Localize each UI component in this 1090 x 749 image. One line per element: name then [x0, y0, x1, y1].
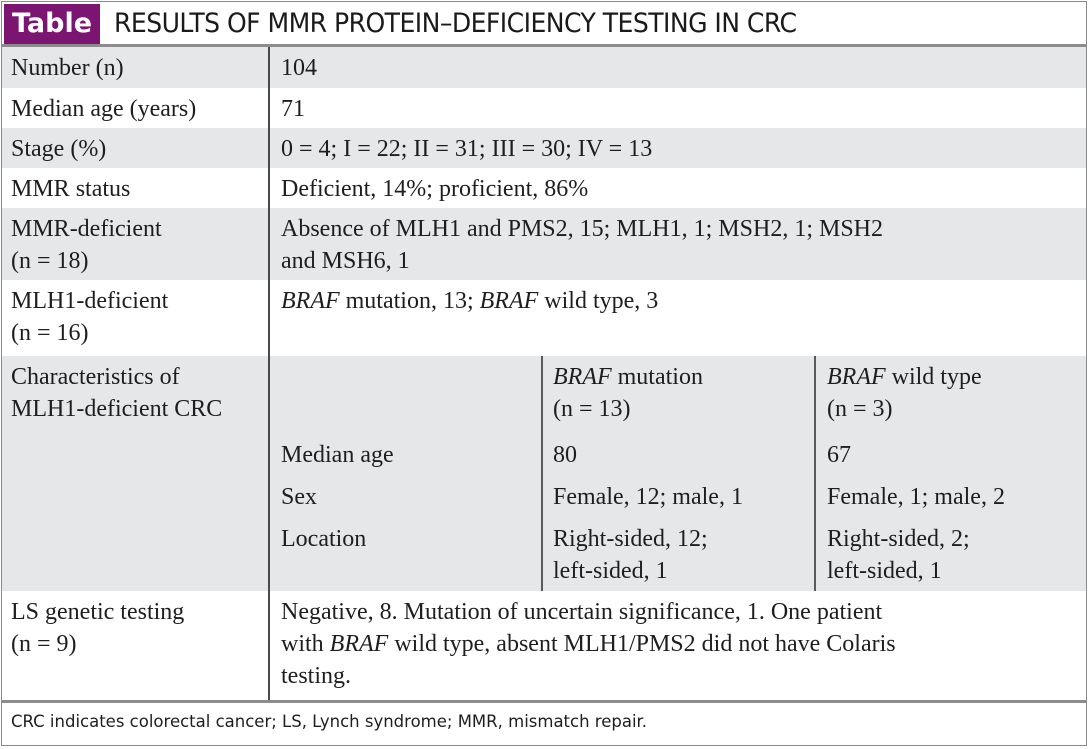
column-divider: [541, 356, 543, 591]
subrow-value: Right-sided, 12; left-sided, 1: [553, 523, 708, 587]
row-label: Characteristics of MLH1-deficient CRC: [11, 361, 222, 425]
row-value: 71: [281, 96, 305, 122]
table-row: LS genetic testing (n = 9) Negative, 8. …: [2, 591, 1086, 700]
column-divider: [268, 47, 270, 701]
row-label: MMR status: [11, 176, 131, 202]
table-row: Number (n) 104: [2, 47, 1086, 88]
row-value-line: Absence of MLH1 and PMS2, 15; MLH1, 1; M…: [281, 216, 884, 242]
subrow-value-line: left-sided, 1: [553, 558, 668, 584]
row-value-text: wild type, 3: [538, 288, 659, 314]
column-header-braf-wild-type: BRAF wild type (n = 3): [827, 361, 982, 425]
subrow-label: Location: [281, 526, 367, 552]
subrow-value: Right-sided, 2; left-sided, 1: [827, 523, 970, 587]
subrow-label: Sex: [281, 484, 317, 510]
row-label: Stage (%): [11, 136, 107, 162]
column-divider: [814, 356, 816, 591]
row-value: 104: [281, 55, 317, 81]
subrow-value: Female, 1; male, 2: [827, 484, 1005, 510]
gene-name: BRAF: [553, 364, 612, 390]
row-label-line: (n = 9): [11, 631, 77, 657]
subrow-value: Female, 12; male, 1: [553, 484, 743, 510]
column-header-braf-mutation: BRAF mutation (n = 13): [553, 361, 703, 425]
row-label-line: Characteristics of: [11, 364, 180, 390]
subrow-value: 67: [827, 442, 851, 468]
row-value-line: Negative, 8. Mutation of uncertain signi…: [281, 599, 883, 625]
row-value: BRAF mutation, 13; BRAF wild type, 3: [281, 285, 658, 317]
table-header: Table RESULTS OF MMR PROTEIN–DEFICIENCY …: [2, 2, 1086, 47]
row-value-text: wild type, absent MLH1/PMS2 did not have…: [388, 631, 896, 657]
row-label-line: MLH1-deficient CRC: [11, 396, 223, 422]
gene-name: BRAF: [281, 288, 340, 314]
row-label-line: LS genetic testing: [11, 599, 185, 625]
row-value-line: and MSH6, 1: [281, 248, 410, 274]
row-value-line: with BRAF wild type, absent MLH1/PMS2 di…: [281, 628, 896, 660]
row-value: 0 = 4; I = 22; II = 31; III = 30; IV = 1…: [281, 136, 653, 162]
table-row: Median age (years) 71: [2, 88, 1086, 128]
subrow-value-line: Right-sided, 2;: [827, 526, 970, 552]
row-label-line: (n = 16): [11, 320, 89, 346]
row-label: Number (n): [11, 55, 124, 81]
table-row: MLH1-deficient (n = 16) BRAF mutation, 1…: [2, 280, 1086, 356]
gene-name: BRAF: [329, 631, 389, 657]
column-header-n: (n = 13): [553, 396, 631, 422]
table-row: Stage (%) 0 = 4; I = 22; II = 31; III = …: [2, 128, 1086, 168]
gene-name: BRAF: [827, 364, 886, 390]
row-label: LS genetic testing (n = 9): [11, 596, 184, 660]
row-value: Absence of MLH1 and PMS2, 15; MLH1, 1; M…: [281, 213, 883, 277]
row-value-line: testing.: [281, 663, 351, 689]
subrow-value-line: left-sided, 1: [827, 558, 942, 584]
column-header-text: mutation: [611, 364, 703, 390]
row-value: Negative, 8. Mutation of uncertain signi…: [281, 596, 896, 692]
row-label: Median age (years): [11, 96, 197, 122]
subrow-value: 80: [553, 442, 577, 468]
row-label: MLH1-deficient (n = 16): [11, 285, 168, 349]
table-badge: Table: [4, 4, 100, 44]
gene-name: BRAF: [479, 288, 539, 314]
table-row: MMR status Deficient, 14%; proficient, 8…: [2, 168, 1086, 208]
row-label-line: MLH1-deficient: [11, 288, 169, 314]
row-label: MMR-deficient (n = 18): [11, 213, 162, 277]
table-row: MMR-deficient (n = 18) Absence of MLH1 a…: [2, 208, 1086, 280]
row-label-line: (n = 18): [11, 248, 89, 274]
footnote-text: CRC indicates colorectal cancer; LS, Lyn…: [11, 712, 648, 731]
characteristics-row: Characteristics of MLH1-deficient CRC BR…: [2, 356, 1086, 591]
table-footnote: CRC indicates colorectal cancer; LS, Lyn…: [2, 700, 1086, 745]
row-value-text: with: [281, 631, 330, 657]
table-title: RESULTS OF MMR PROTEIN–DEFICIENCY TESTIN…: [114, 8, 797, 39]
row-label-line: MMR-deficient: [11, 216, 162, 242]
column-header-text: wild type: [885, 364, 982, 390]
row-value: Deficient, 14%; proficient, 86%: [281, 176, 589, 202]
subrow-value-line: Right-sided, 12;: [553, 526, 708, 552]
row-value-text: mutation, 13;: [339, 288, 480, 314]
subrow-label: Median age: [281, 442, 394, 468]
column-header-n: (n = 3): [827, 396, 893, 422]
